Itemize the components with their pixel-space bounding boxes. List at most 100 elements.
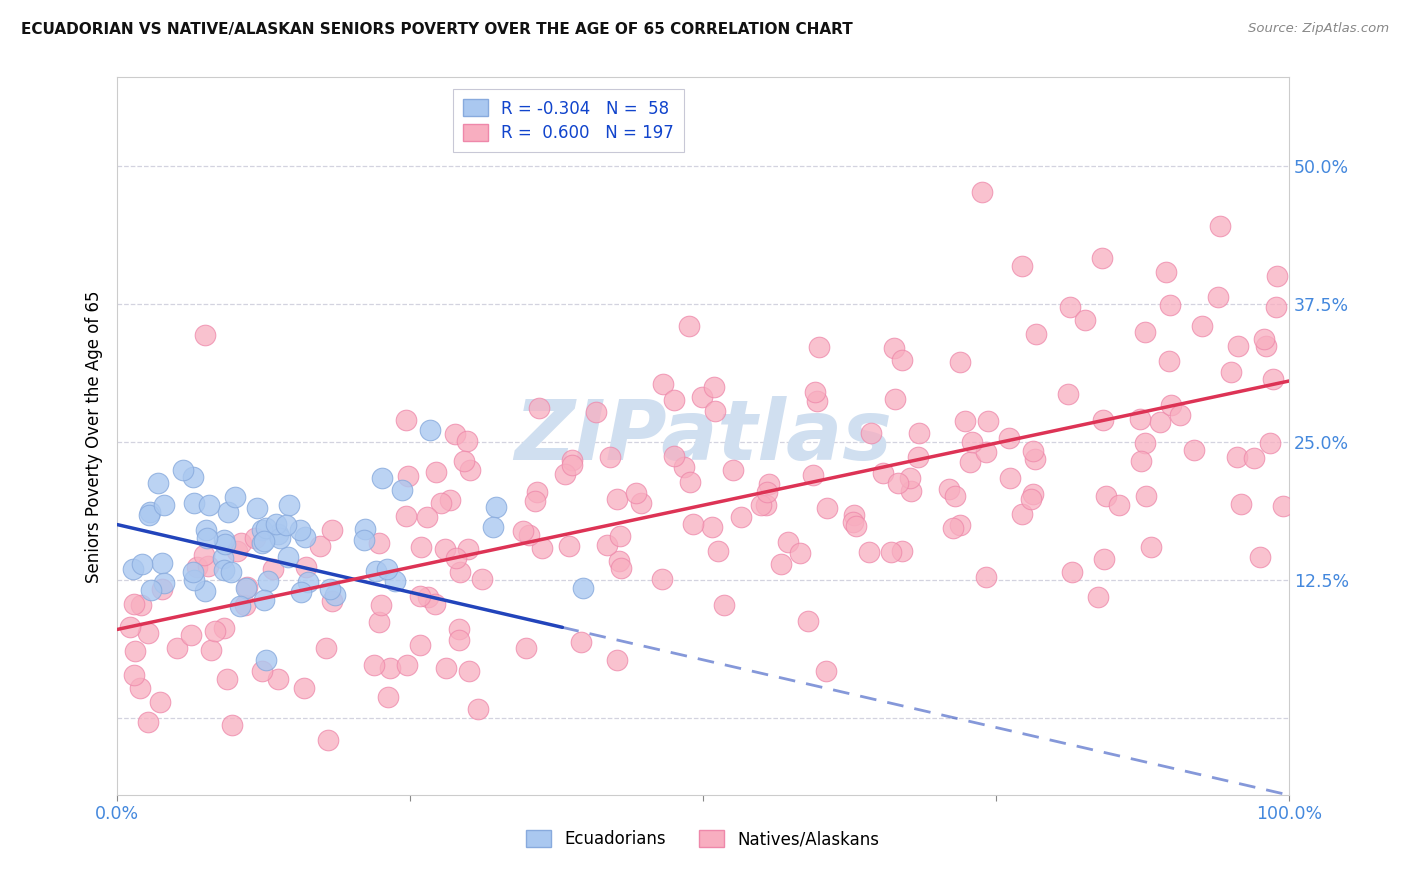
Point xyxy=(664,392,686,407)
Point xyxy=(257,574,280,588)
Point xyxy=(197,558,219,573)
Point xyxy=(198,498,221,512)
Point xyxy=(1092,413,1115,427)
Point xyxy=(318,582,340,596)
Point xyxy=(959,455,981,469)
Point xyxy=(250,523,273,537)
Point xyxy=(425,465,447,479)
Point xyxy=(172,463,194,477)
Point xyxy=(266,516,288,531)
Point xyxy=(194,583,217,598)
Point xyxy=(138,625,160,640)
Point xyxy=(439,493,461,508)
Point xyxy=(150,556,173,570)
Point xyxy=(1208,219,1230,233)
Point xyxy=(425,597,447,611)
Point xyxy=(678,318,700,333)
Point xyxy=(859,426,882,441)
Point xyxy=(269,531,291,545)
Point xyxy=(778,535,800,549)
Point xyxy=(212,563,235,577)
Point xyxy=(561,453,583,467)
Point xyxy=(1129,412,1152,426)
Point xyxy=(842,516,865,530)
Point xyxy=(186,560,208,574)
Point xyxy=(218,505,240,519)
Point xyxy=(211,551,233,566)
Point xyxy=(252,664,274,678)
Point xyxy=(730,510,752,524)
Point xyxy=(1133,436,1156,450)
Point xyxy=(1256,339,1278,353)
Point xyxy=(277,550,299,565)
Point xyxy=(845,519,868,533)
Point xyxy=(1019,491,1042,506)
Point xyxy=(430,496,453,510)
Point xyxy=(1130,454,1153,468)
Point xyxy=(1253,332,1275,346)
Point xyxy=(690,390,713,404)
Point xyxy=(704,404,727,418)
Point xyxy=(599,450,621,464)
Point xyxy=(214,537,236,551)
Point xyxy=(290,584,312,599)
Point xyxy=(609,529,631,543)
Point xyxy=(254,653,277,667)
Point xyxy=(1220,365,1243,379)
Point xyxy=(225,544,247,558)
Point xyxy=(907,450,929,464)
Point xyxy=(449,565,471,579)
Point xyxy=(844,508,866,522)
Point xyxy=(252,535,274,549)
Point xyxy=(456,434,478,449)
Point xyxy=(262,561,284,575)
Point xyxy=(953,415,976,429)
Point xyxy=(806,393,828,408)
Point xyxy=(315,641,337,656)
Point xyxy=(974,570,997,584)
Point xyxy=(682,517,704,532)
Point xyxy=(318,732,340,747)
Point xyxy=(651,572,673,586)
Point xyxy=(1227,339,1250,353)
Text: ECUADORIAN VS NATIVE/ALASKAN SENIORS POVERTY OVER THE AGE OF 65 CORRELATION CHAR: ECUADORIAN VS NATIVE/ALASKAN SENIORS POV… xyxy=(21,22,853,37)
Point xyxy=(1265,269,1288,284)
Point xyxy=(976,414,998,428)
Point xyxy=(449,633,471,648)
Point xyxy=(152,498,174,512)
Point xyxy=(749,498,772,512)
Point xyxy=(1226,450,1249,464)
Point xyxy=(212,533,235,547)
Point xyxy=(1059,300,1081,314)
Point xyxy=(212,621,235,635)
Point xyxy=(124,644,146,658)
Point xyxy=(801,467,824,482)
Point xyxy=(252,533,274,548)
Point xyxy=(754,498,776,512)
Point xyxy=(444,550,467,565)
Point xyxy=(221,565,243,579)
Point xyxy=(662,449,685,463)
Point xyxy=(515,641,537,656)
Point xyxy=(409,589,432,603)
Point xyxy=(294,530,316,544)
Point xyxy=(517,528,540,542)
Point xyxy=(267,672,290,686)
Point xyxy=(419,424,441,438)
Point xyxy=(295,560,318,574)
Point xyxy=(610,560,633,574)
Point xyxy=(368,535,391,549)
Point xyxy=(523,493,546,508)
Point xyxy=(152,575,174,590)
Point xyxy=(384,574,406,588)
Point xyxy=(181,470,204,484)
Point xyxy=(149,695,172,709)
Point xyxy=(1135,489,1157,503)
Point xyxy=(898,470,921,484)
Point xyxy=(880,545,903,559)
Point xyxy=(1157,354,1180,368)
Point xyxy=(409,638,432,652)
Point xyxy=(224,490,246,504)
Point xyxy=(139,505,162,519)
Point xyxy=(1154,265,1177,279)
